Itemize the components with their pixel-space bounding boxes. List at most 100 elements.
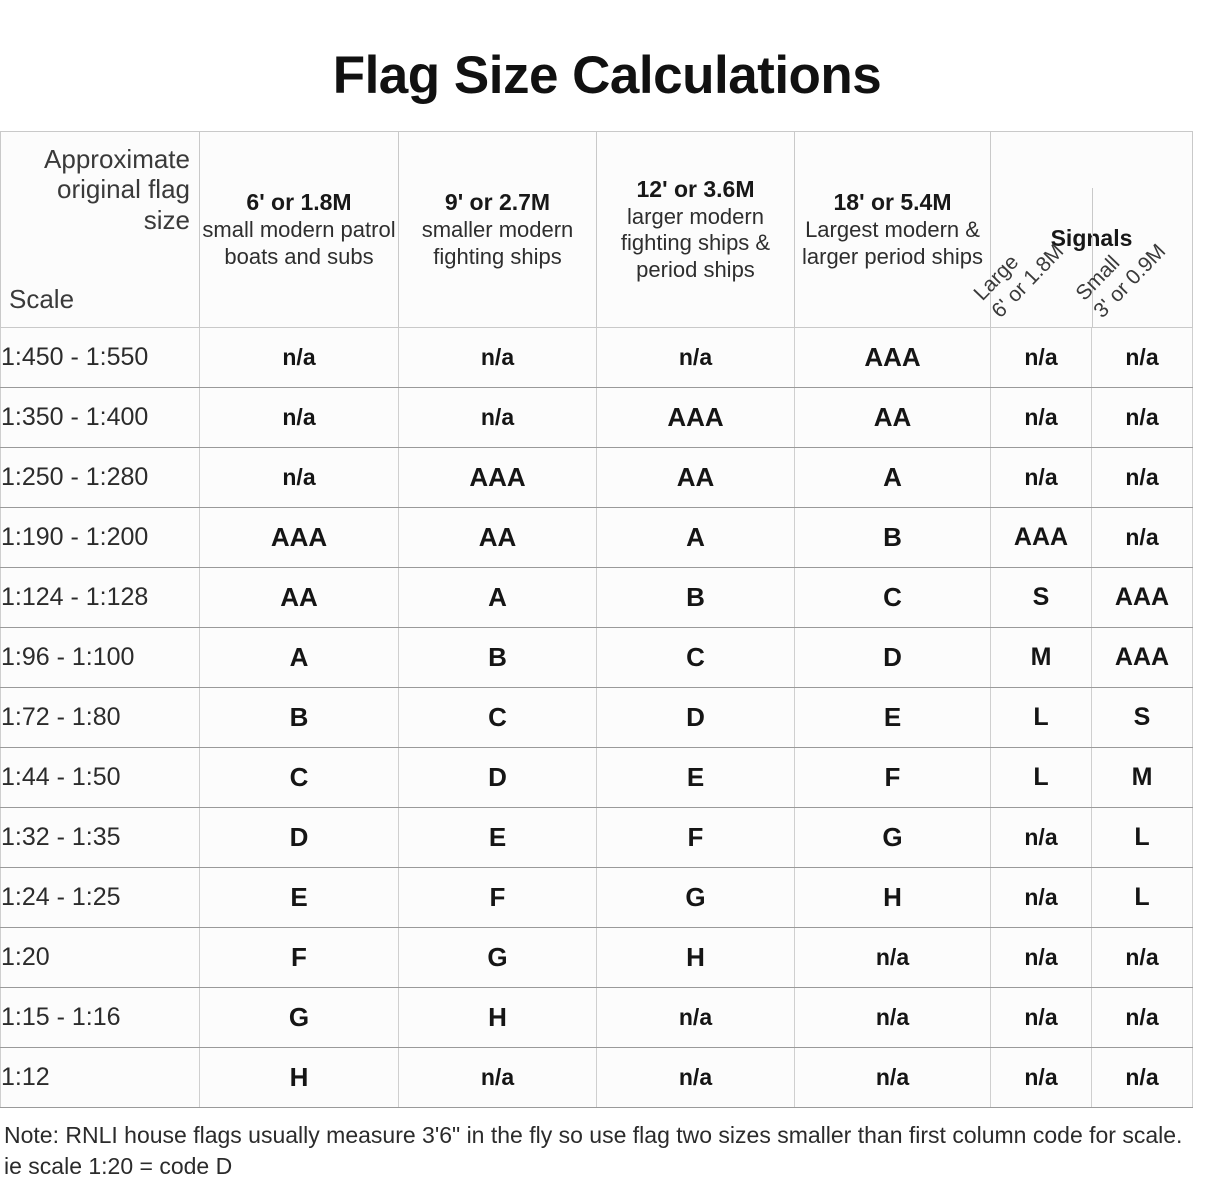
flag-code-cell: F (398, 866, 597, 928)
flag-code-cell: A (596, 506, 795, 568)
flag-code-cell: n/a (596, 326, 795, 388)
signal-code-cell: L (990, 746, 1092, 808)
signals-column-divider (1091, 187, 1093, 328)
flag-code-cell: C (596, 626, 795, 688)
flag-code-cell: AAA (596, 386, 795, 448)
flag-code-cell: AA (199, 566, 399, 628)
flag-code-cell: H (794, 866, 991, 928)
scale-label: 1:20 (0, 926, 200, 988)
signal-code-cell: n/a (990, 326, 1092, 388)
flag-code-cell: B (596, 566, 795, 628)
flag-code-cell: n/a (596, 1046, 795, 1108)
scale-label: 1:190 - 1:200 (0, 506, 200, 568)
signal-code-cell: n/a (990, 1046, 1092, 1108)
signal-code-cell: AAA (1091, 566, 1193, 628)
scale-label: 1:24 - 1:25 (0, 866, 200, 928)
footer-note: Note: RNLI house flags usually measure 3… (4, 1121, 1183, 1179)
signal-code-cell: n/a (990, 986, 1092, 1048)
scale-label: 1:96 - 1:100 (0, 626, 200, 688)
flag-code-cell: AA (794, 386, 991, 448)
flag-code-cell: C (199, 746, 399, 808)
signals-subheader-area: Large 6' or 1.8M Small 3' or 0.9M (969, 187, 1192, 328)
signal-code-cell: M (1091, 746, 1193, 808)
flag-code-cell: n/a (398, 386, 597, 448)
flag-code-cell: H (596, 926, 795, 988)
signal-code-cell: n/a (1091, 326, 1193, 388)
flag-code-cell: n/a (596, 986, 795, 1048)
signals-subheader-small: Small 3' or 0.9M (1071, 223, 1171, 324)
scale-label: 1:124 - 1:128 (0, 566, 200, 628)
scale-label: 1:12 (0, 1046, 200, 1108)
flag-code-cell: A (199, 626, 399, 688)
table-row: 1:124 - 1:128 AA A B C S AAA (0, 566, 1193, 628)
flag-size-table: Approximate original flag size Scale 6' … (0, 130, 1193, 1108)
flag-code-cell: n/a (398, 326, 597, 388)
column-header-2: 9' or 2.7M smaller modern fighting ships (398, 130, 597, 328)
column-header-1-size: 6' or 1.8M (246, 189, 352, 216)
signal-code-cell: M (990, 626, 1092, 688)
column-header-1: 6' or 1.8M small modern patrol boats and… (199, 130, 399, 328)
flag-code-cell: n/a (199, 446, 399, 508)
flag-code-cell: E (596, 746, 795, 808)
flag-code-cell: B (398, 626, 597, 688)
column-header-3-size: 12' or 3.6M (636, 176, 755, 203)
table-row: 1:96 - 1:100 A B C D M AAA (0, 626, 1193, 688)
flag-code-cell: AA (596, 446, 795, 508)
flag-code-cell: F (794, 746, 991, 808)
signal-code-cell: n/a (990, 806, 1092, 868)
flag-code-cell: F (596, 806, 795, 868)
flag-code-cell: D (199, 806, 399, 868)
scale-label: 1:72 - 1:80 (0, 686, 200, 748)
flag-code-cell: A (794, 446, 991, 508)
page-title: Flag Size Calculations (332, 46, 882, 105)
column-header-2-size: 9' or 2.7M (444, 189, 551, 216)
signal-code-cell: AAA (1091, 626, 1193, 688)
scale-label: 1:32 - 1:35 (0, 806, 200, 868)
signal-code-cell: L (1091, 806, 1193, 868)
flag-code-cell: G (596, 866, 795, 928)
signal-code-cell: n/a (1091, 446, 1193, 508)
flag-code-cell: B (794, 506, 991, 568)
table-header: Approximate original flag size Scale 6' … (0, 130, 1193, 328)
row-axis-label: Approximate original flag size (44, 143, 190, 235)
signal-code-cell: L (1091, 866, 1193, 928)
flag-code-cell: C (794, 566, 991, 628)
corner-inner: Approximate original flag size Scale (1, 132, 199, 327)
flag-code-cell: AAA (199, 506, 399, 568)
flag-code-cell: AA (398, 506, 597, 568)
flag-code-cell: B (199, 686, 399, 748)
signals-group-header: Signals Large 6' or 1.8M Small 3' or 0.9… (969, 130, 1193, 328)
signal-code-cell: L (990, 686, 1092, 748)
signal-code-cell: n/a (990, 866, 1092, 928)
flag-code-cell: H (398, 986, 597, 1048)
table-row: 1:72 - 1:80 B C D E L S (0, 686, 1193, 748)
column-header-4-desc: Largest modern & larger period ships (802, 217, 983, 269)
column-header-3-desc: larger modern fighting ships & period sh… (620, 204, 771, 282)
flag-code-cell: n/a (794, 986, 991, 1048)
flag-code-cell: n/a (199, 386, 399, 448)
column-header-1-desc: small modern patrol boats and subs (202, 217, 396, 269)
flag-code-cell: D (596, 686, 795, 748)
flag-code-cell: E (199, 866, 399, 928)
column-header-3: 12' or 3.6M larger modern fighting ships… (596, 130, 795, 328)
signal-code-cell: n/a (1091, 1046, 1193, 1108)
scale-label: 1:250 - 1:280 (0, 446, 200, 508)
table-row: 1:44 - 1:50 C D E F L M (0, 746, 1193, 808)
header-row: Approximate original flag size Scale 6' … (0, 130, 1193, 328)
signal-code-cell: S (990, 566, 1092, 628)
column-header-4: 18' or 5.4M Largest modern & larger peri… (794, 130, 991, 328)
scale-label: 1:44 - 1:50 (0, 746, 200, 808)
column-axis-label: Scale (9, 283, 75, 314)
flag-code-cell: AAA (398, 446, 597, 508)
scale-label: 1:15 - 1:16 (0, 986, 200, 1048)
flag-code-cell: D (398, 746, 597, 808)
flag-code-cell: E (398, 806, 597, 868)
corner-axis-cell: Approximate original flag size Scale (0, 130, 200, 328)
flag-code-cell: n/a (199, 326, 399, 388)
